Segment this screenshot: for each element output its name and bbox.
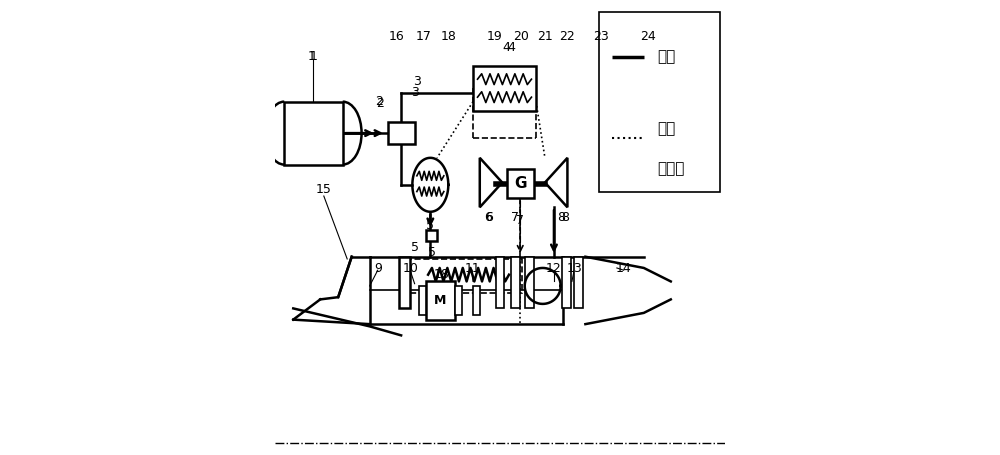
Text: 9: 9 — [374, 263, 382, 275]
Text: 2: 2 — [376, 95, 383, 108]
Bar — [574, 257, 583, 308]
Bar — [599, 12, 720, 192]
Text: 11: 11 — [464, 263, 480, 275]
Text: 3: 3 — [411, 86, 419, 99]
Bar — [388, 122, 415, 144]
Text: 4: 4 — [507, 41, 515, 54]
Bar — [455, 286, 462, 315]
Bar — [562, 257, 571, 308]
Text: 15: 15 — [316, 183, 332, 196]
Text: 5: 5 — [426, 219, 434, 232]
Text: 18: 18 — [440, 30, 456, 43]
Bar — [426, 230, 437, 241]
Text: 14: 14 — [616, 263, 631, 275]
Text: 18: 18 — [434, 268, 450, 281]
Bar — [507, 169, 534, 198]
Text: 24: 24 — [640, 30, 656, 43]
Text: 12: 12 — [546, 263, 562, 275]
Text: 1: 1 — [310, 50, 317, 63]
Text: 16: 16 — [389, 30, 405, 43]
Text: 2: 2 — [376, 97, 384, 111]
Bar — [473, 286, 480, 315]
Bar — [399, 257, 410, 308]
Text: 19: 19 — [487, 30, 502, 43]
Text: 13: 13 — [566, 263, 582, 275]
Text: 4: 4 — [503, 41, 511, 54]
Bar — [511, 257, 520, 308]
Text: 20: 20 — [513, 30, 529, 43]
Bar — [410, 259, 522, 293]
Text: 1: 1 — [307, 50, 315, 63]
Bar — [496, 257, 504, 308]
Bar — [426, 282, 455, 319]
Text: G: G — [514, 176, 526, 191]
Text: 10: 10 — [402, 263, 418, 275]
Text: 21: 21 — [537, 30, 553, 43]
Text: 6: 6 — [485, 211, 493, 224]
Text: 7: 7 — [516, 214, 524, 227]
Text: 7: 7 — [511, 211, 519, 224]
Text: 3: 3 — [413, 75, 421, 88]
Text: M: M — [434, 294, 447, 307]
Text: 23: 23 — [593, 30, 609, 43]
Text: 5: 5 — [411, 241, 419, 254]
Text: 氦氦: 氦氦 — [657, 121, 676, 136]
Bar — [284, 101, 343, 165]
Text: 混合气: 混合气 — [657, 162, 685, 177]
Text: 氢气: 氢气 — [657, 49, 676, 64]
Text: 17: 17 — [416, 30, 432, 43]
Text: 8: 8 — [561, 211, 569, 224]
Text: 5: 5 — [428, 246, 436, 259]
Text: 6: 6 — [484, 211, 492, 224]
Bar — [525, 257, 534, 308]
Text: 8: 8 — [557, 211, 565, 224]
Text: 22: 22 — [560, 30, 575, 43]
Bar — [473, 66, 536, 111]
Bar — [419, 286, 426, 315]
